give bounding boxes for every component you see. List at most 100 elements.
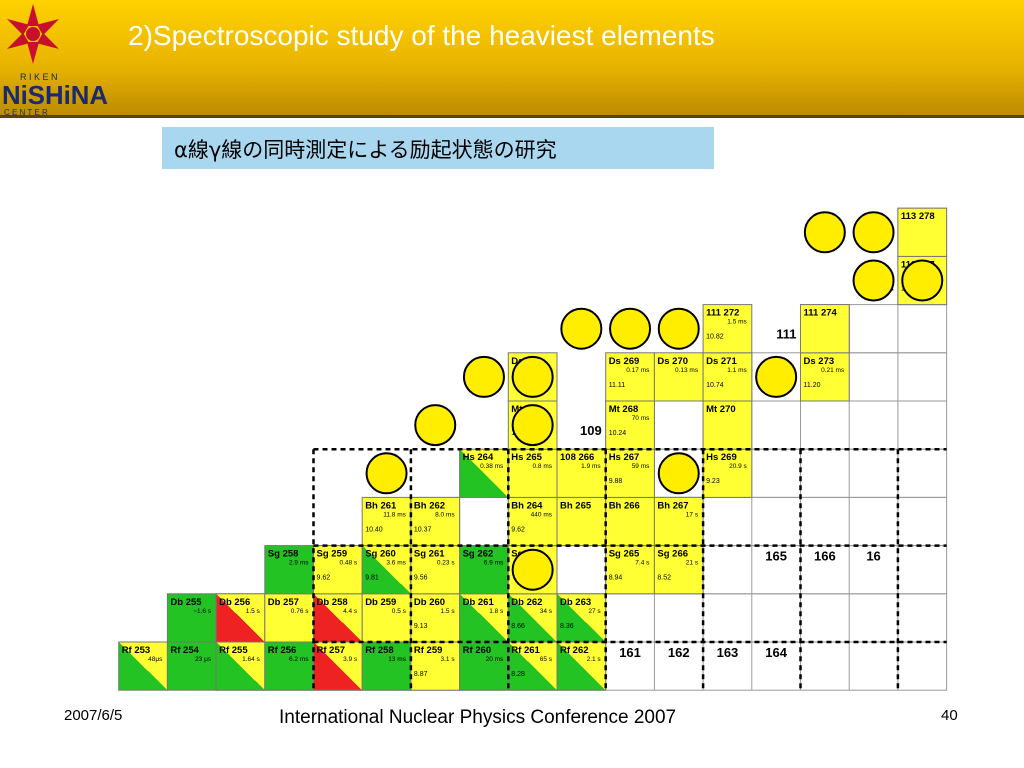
- nuclide-label: Sg 261: [414, 549, 445, 560]
- half-life-label: 4.4 s: [343, 608, 358, 615]
- nuclide-label: Rf 253: [122, 645, 151, 656]
- nuclide-cell: [215, 641, 266, 691]
- nuclide-cell: [653, 352, 704, 402]
- proton-number-111: 111: [776, 327, 796, 342]
- alpha-energy-label: 8.66: [511, 623, 525, 630]
- half-life-label: 1.9 ms: [581, 463, 601, 470]
- nuclide-label: Rf 255: [219, 645, 248, 656]
- alpha-energy-label: 10.74: [706, 382, 724, 389]
- neutron-number-label: 163: [717, 645, 739, 660]
- logo-text-bottom: C E N T E R: [4, 108, 48, 117]
- target-marker: [755, 355, 798, 398]
- half-life-label: ~1.6 s: [193, 608, 212, 615]
- half-life-label: 21 s: [686, 560, 699, 567]
- half-life-label: 20 ms: [486, 656, 504, 663]
- starburst-icon: [7, 4, 59, 64]
- subtitle: α線γ線の同時測定による励起状態の研究: [174, 138, 557, 162]
- alpha-energy-label: 10.82: [706, 334, 724, 341]
- alpha-energy-label: 11.20: [804, 382, 821, 389]
- half-life-label: 23 μs: [195, 656, 212, 663]
- half-life-label: 0.8 ms: [532, 463, 552, 470]
- nuclide-label: Hs 264: [463, 452, 494, 463]
- nuclide-cell: [215, 593, 266, 643]
- nuclide-cell: [410, 496, 461, 547]
- nuclide-cell: [556, 448, 607, 498]
- alpha-energy-label: 9.62: [511, 526, 525, 533]
- nuclide-label: Db 262: [511, 597, 542, 608]
- alpha-energy-label: 10.40: [365, 526, 383, 533]
- proton-number-109: 109: [580, 423, 602, 438]
- nuclide-label: Ds 269: [609, 356, 640, 367]
- nuclide-cell: [556, 593, 607, 643]
- nuclide-label: Rf 257: [317, 645, 346, 656]
- half-life-label: 0.76 s: [291, 608, 309, 615]
- slide-title: 2)Spectroscopic study of the heaviest el…: [128, 20, 715, 51]
- header-rule: [0, 115, 1024, 118]
- nuclide-label: Hs 267: [609, 452, 640, 463]
- nuclide-cell: [459, 641, 509, 691]
- nuclide-cell: [410, 545, 461, 595]
- half-life-label: 6.2 ms: [289, 656, 309, 663]
- half-life-label: 34 s: [540, 608, 553, 615]
- neutron-number-label: 166: [814, 549, 836, 564]
- nuclide-label: Ds 271: [706, 356, 737, 367]
- half-life-label: 0.38 ms: [480, 463, 504, 470]
- nuclide-label: Mt 268: [609, 404, 639, 415]
- nuclide-cell: [507, 448, 558, 498]
- target-marker: [657, 307, 700, 350]
- nuclide-label: Bh 261: [365, 500, 397, 511]
- target-marker: [560, 307, 603, 350]
- half-life-label: 1.8 s: [489, 608, 504, 615]
- nuclide-label: Bh 265: [560, 500, 592, 511]
- nuclide-label: Db 255: [170, 597, 202, 608]
- nuclide-label: Db 258: [317, 597, 348, 608]
- half-life-label: 8.0 ms: [435, 511, 455, 518]
- half-life-label: 6.9 ms: [484, 560, 504, 567]
- half-life-label: 13 ms: [388, 656, 406, 663]
- target-marker: [462, 355, 505, 398]
- half-life-label: 1.5 ms: [727, 319, 747, 326]
- half-life-label: 70 ms: [632, 415, 650, 422]
- half-life-label: 3.6 ms: [386, 560, 406, 567]
- nuclide-cell: [897, 207, 948, 257]
- half-life-label: 1.64 s: [242, 656, 260, 663]
- half-life-label: 65 s: [540, 656, 553, 663]
- nuclide-cell: [166, 641, 217, 691]
- half-life-label: 1.5 s: [441, 608, 456, 615]
- target-marker: [803, 211, 846, 254]
- nuclide-label: Rf 261: [511, 645, 540, 656]
- nuclide-cell: [459, 448, 509, 498]
- half-life-label: 2.9 ms: [289, 560, 309, 567]
- target-marker: [901, 259, 944, 302]
- nuclide-cell: [459, 545, 509, 595]
- logo-text-top: R I K E N: [20, 72, 58, 82]
- nuclide-label: Db 263: [560, 597, 591, 608]
- half-life-label: 7.4 s: [635, 560, 650, 567]
- nuclide-label: 111 272: [706, 308, 739, 319]
- nuclide-label: Sg 260: [365, 549, 396, 560]
- nuclide-label: Hs 265: [511, 452, 542, 463]
- nuclide-label: Rf 259: [414, 645, 443, 656]
- alpha-energy-label: 9.13: [414, 623, 428, 630]
- nuclide-label: Mt 270: [706, 404, 736, 415]
- nuclide-label: Db 256: [219, 597, 250, 608]
- nuclide-label: Bh 266: [609, 500, 640, 511]
- nuclide-cell: [702, 400, 753, 450]
- nuclide-label: Ds 273: [804, 356, 835, 367]
- alpha-energy-label: 9.62: [317, 575, 331, 582]
- half-life-label: 0.21 ms: [821, 367, 845, 374]
- nuclide-label: Rf 254: [170, 645, 199, 656]
- nuclide-cell: [702, 352, 753, 402]
- half-life-label: 3.9 s: [343, 656, 358, 663]
- target-marker: [852, 259, 895, 302]
- nuclide-cell: [653, 496, 704, 547]
- target-marker: [511, 355, 554, 398]
- alpha-energy-label: 10.24: [609, 430, 627, 437]
- nuclide-label: Db 259: [365, 597, 396, 608]
- nuclide-cell: [264, 545, 314, 595]
- target-marker: [657, 452, 700, 495]
- target-marker: [511, 404, 554, 447]
- nuclide-label: Sg 265: [609, 549, 640, 560]
- half-life-label: 1.5 s: [246, 608, 261, 615]
